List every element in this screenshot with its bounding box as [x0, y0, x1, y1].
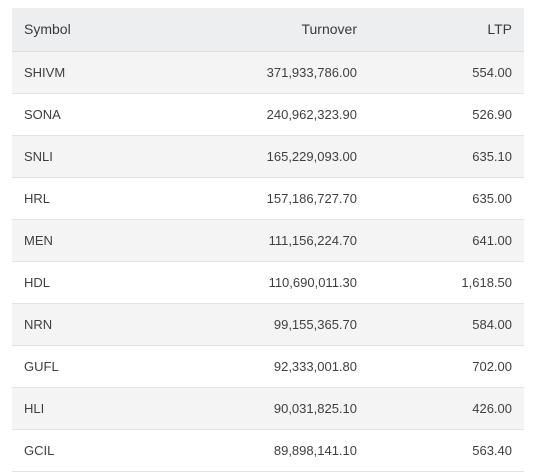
- table-row[interactable]: HDL 110,690,011.30 1,618.50: [12, 261, 524, 303]
- cell-ltp: 526.90: [472, 106, 512, 122]
- column-header-turnover[interactable]: Turnover: [182, 8, 369, 52]
- cell-turnover: 111,156,224.70: [268, 232, 357, 248]
- table-row[interactable]: GUFL 92,333,001.80 702.00: [12, 345, 524, 387]
- table-body: SHIVM 371,933,786.00 554.00 SONA 240,962…: [12, 51, 524, 471]
- turnover-table: Symbol Turnover LTP SHIVM 371,933,786.00…: [12, 8, 524, 472]
- table-row[interactable]: HRL 157,186,727.70 635.00: [12, 177, 524, 219]
- cell-symbol: GCIL: [24, 442, 55, 458]
- cell-ltp: 702.00: [472, 358, 512, 374]
- cell-turnover: 157,186,727.70: [266, 190, 357, 206]
- cell-turnover: 92,333,001.80: [273, 358, 357, 374]
- cell-symbol: SONA: [24, 106, 61, 122]
- table-header-row: Symbol Turnover LTP: [12, 8, 524, 52]
- table-row[interactable]: GCIL 89,898,141.10 563.40: [12, 429, 524, 471]
- cell-ltp: 641.00: [472, 232, 512, 248]
- cell-symbol: SHIVM: [24, 64, 66, 80]
- cell-symbol: GUFL: [24, 358, 59, 374]
- table-row[interactable]: SONA 240,962,323.90 526.90: [12, 93, 524, 135]
- cell-turnover: 240,962,323.90: [266, 106, 357, 122]
- cell-symbol: MEN: [24, 232, 53, 248]
- cell-ltp: 584.00: [472, 316, 512, 332]
- table-row[interactable]: SHIVM 371,933,786.00 554.00: [12, 51, 524, 93]
- cell-turnover: 165,229,093.00: [266, 148, 357, 164]
- table-row[interactable]: NRN 99,155,365.70 584.00: [12, 303, 524, 345]
- cell-ltp: 1,618.50: [461, 274, 512, 290]
- cell-turnover: 99,155,365.70: [273, 316, 357, 332]
- cell-turnover: 110,690,011.30: [268, 274, 357, 290]
- cell-symbol: HDL: [24, 274, 51, 290]
- turnover-table-container: Symbol Turnover LTP SHIVM 371,933,786.00…: [12, 8, 524, 472]
- cell-symbol: HRL: [24, 190, 51, 206]
- table-row[interactable]: MEN 111,156,224.70 641.00: [12, 219, 524, 261]
- cell-ltp: 563.40: [472, 442, 512, 458]
- cell-ltp: 426.00: [472, 400, 512, 416]
- cell-turnover: 90,031,825.10: [273, 400, 357, 416]
- table-header: Symbol Turnover LTP: [12, 8, 524, 52]
- cell-ltp: 635.10: [472, 148, 512, 164]
- table-row[interactable]: HLI 90,031,825.10 426.00: [12, 387, 524, 429]
- cell-symbol: NRN: [24, 316, 53, 332]
- cell-symbol: SNLI: [24, 148, 53, 164]
- column-header-symbol[interactable]: Symbol: [12, 8, 182, 52]
- cell-turnover: 89,898,141.10: [273, 442, 357, 458]
- cell-ltp: 635.00: [472, 190, 512, 206]
- column-header-ltp[interactable]: LTP: [369, 8, 524, 52]
- table-row[interactable]: SNLI 165,229,093.00 635.10: [12, 135, 524, 177]
- cell-ltp: 554.00: [472, 64, 512, 80]
- cell-symbol: HLI: [24, 400, 45, 416]
- cell-turnover: 371,933,786.00: [266, 64, 357, 80]
